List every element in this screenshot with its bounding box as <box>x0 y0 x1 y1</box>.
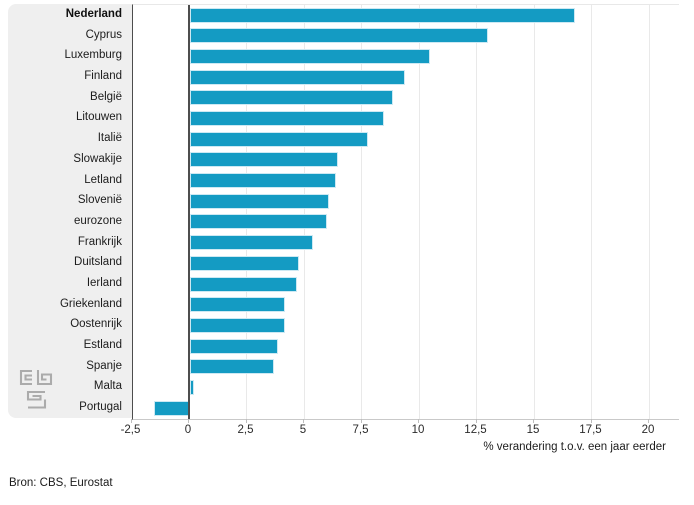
x-tick-label: 7,5 <box>352 424 369 436</box>
bar-row <box>133 233 679 254</box>
bar-row <box>133 191 679 212</box>
bar <box>191 70 404 84</box>
country-label: Griekenland <box>59 297 122 310</box>
country-label: Frankrijk <box>77 235 122 248</box>
grid-line <box>591 5 592 419</box>
bar-row <box>133 315 679 336</box>
x-tick-mark <box>533 419 534 423</box>
bar <box>191 339 278 353</box>
country-label: Portugal <box>79 401 122 414</box>
country-label: Duitsland <box>74 256 122 269</box>
country-label: Litouwen <box>75 111 122 124</box>
source-text: Bron: CBS, Eurostat <box>9 477 113 489</box>
country-label: Oostenrijk <box>70 318 122 331</box>
x-tick-mark <box>245 419 247 423</box>
bar-row <box>133 67 679 88</box>
bar-row <box>133 5 679 26</box>
country-label: Estland <box>83 339 122 351</box>
country-label-panel <box>8 4 132 418</box>
bar <box>191 194 328 208</box>
x-tick-mark <box>130 419 132 423</box>
plot-area <box>132 4 679 420</box>
x-axis-title: % verandering t.o.v. een jaar eerder <box>483 441 666 453</box>
bar <box>191 277 296 291</box>
bar <box>191 298 285 312</box>
x-tick-label: 2,5 <box>237 424 254 436</box>
zero-axis-line <box>188 5 190 419</box>
bar-row <box>133 336 679 357</box>
bar <box>191 380 193 394</box>
bar-row <box>133 129 679 150</box>
bar-row <box>133 357 679 378</box>
bar-row <box>133 171 679 192</box>
country-label: Ierland <box>86 276 122 289</box>
x-tick-label: 5 <box>299 424 307 436</box>
x-tick-mark <box>188 419 189 423</box>
bar-row <box>133 88 679 109</box>
bar-row <box>133 274 679 295</box>
bar <box>154 401 189 415</box>
country-label: Nederland <box>65 8 122 20</box>
bar <box>191 360 273 374</box>
x-tick-labels: -2,5 0 2,5 5 7,5 10 12,5 15 17,5 20 <box>121 424 678 438</box>
bar-row <box>133 253 679 274</box>
x-tick-label: 17,5 <box>579 424 602 436</box>
x-tick-mark <box>590 419 592 423</box>
bar <box>191 49 430 63</box>
bar-row <box>133 150 679 171</box>
x-tick-mark <box>360 419 362 423</box>
bar <box>191 29 487 43</box>
country-label: Spanje <box>86 359 122 372</box>
grid-line <box>418 5 420 419</box>
bar <box>191 153 338 167</box>
x-tick-label: 15 <box>526 424 540 436</box>
cbs-logo-icon <box>19 369 53 409</box>
x-tick-label: -2,5 <box>120 424 141 436</box>
grid-line <box>476 5 477 419</box>
x-tick-mark <box>648 419 649 423</box>
country-label: Letland <box>84 173 122 186</box>
x-tick-label: 0 <box>184 424 192 436</box>
bar <box>191 256 299 270</box>
grid-line <box>246 5 247 419</box>
bar <box>191 215 326 229</box>
country-label: Italië <box>97 132 122 145</box>
bar-row <box>133 108 679 129</box>
country-label: Finland <box>84 70 122 83</box>
country-labels: Nederland Cyprus Luxemburg Finland België Lit… <box>8 4 132 418</box>
x-tick-mark <box>303 419 304 423</box>
bar-row <box>133 26 679 47</box>
country-label: België <box>90 90 122 103</box>
country-label: Malta <box>93 380 122 393</box>
x-tick-mark <box>418 419 419 423</box>
x-tick-label: 10 <box>411 424 425 436</box>
bar-row <box>133 46 679 67</box>
country-label: Slovenië <box>77 194 122 207</box>
bar <box>191 318 285 332</box>
grid-line <box>648 5 650 419</box>
x-tick-marks <box>130 419 678 423</box>
bar-series <box>133 5 679 419</box>
country-label: Slowakije <box>73 152 122 165</box>
bar-row <box>133 398 679 419</box>
country-label: eurozone <box>74 214 122 227</box>
bar-row <box>133 377 679 398</box>
grid-line <box>533 5 535 419</box>
country-label: Cyprus <box>85 28 122 41</box>
x-tick-label: 12,5 <box>464 424 487 436</box>
x-tick-mark <box>475 419 477 423</box>
grid-line <box>361 5 362 419</box>
bar-row <box>133 212 679 233</box>
bar <box>191 112 384 126</box>
country-label: Luxemburg <box>64 49 122 62</box>
bar <box>191 174 335 188</box>
bar <box>191 236 312 250</box>
bar <box>191 91 393 105</box>
x-tick-label: 20 <box>641 424 655 436</box>
grid-line <box>303 5 305 419</box>
bar <box>191 132 368 146</box>
bar-row <box>133 295 679 316</box>
bar <box>191 8 575 22</box>
